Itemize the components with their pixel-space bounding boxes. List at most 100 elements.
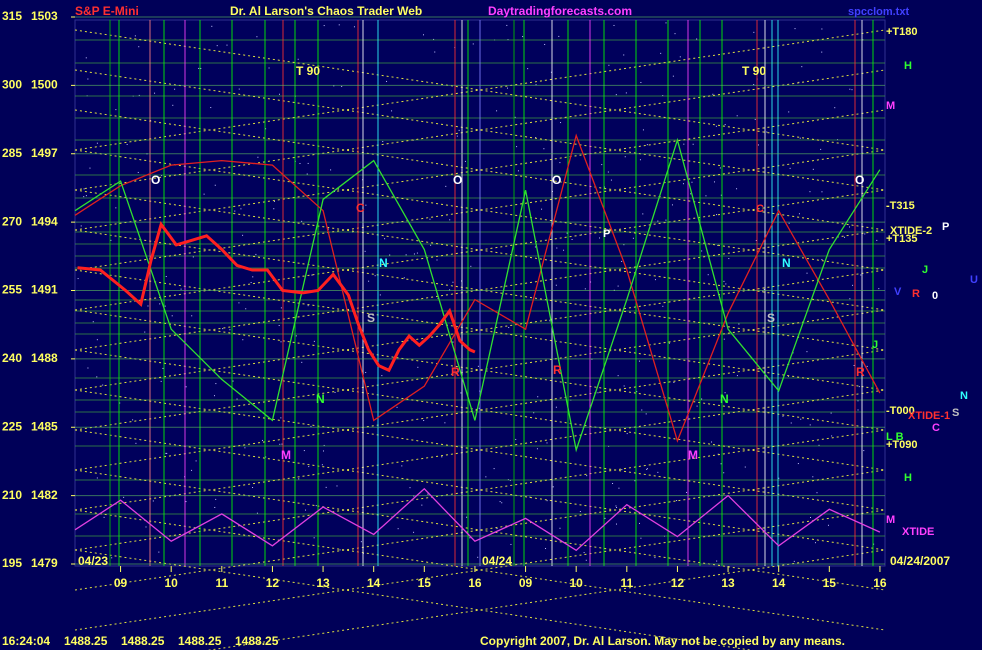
speck [821,28,823,30]
speck [673,381,675,383]
speck [368,280,370,282]
speck [546,442,548,444]
speck [579,511,581,513]
speck [334,391,336,393]
speck [560,122,562,124]
speck [506,24,508,26]
y-tick-label: 1503 [31,9,58,23]
speck [436,259,438,261]
annotation: R [553,363,562,377]
annotation: O [453,173,462,187]
speck [788,222,790,224]
annotation: +T180 [886,26,918,38]
speck [696,38,698,40]
speck [851,89,853,91]
speck [158,551,160,553]
x-tick-label: 12 [671,576,685,590]
speck [401,465,403,467]
speck [452,281,454,283]
speck [583,552,585,554]
speck [617,375,619,377]
speck [621,260,623,262]
speck [546,500,548,502]
speck [654,279,656,281]
speck [755,239,757,241]
speck [857,409,859,411]
speck [640,81,642,83]
speck [159,303,161,305]
speck [668,342,670,344]
speck [821,191,823,193]
speck [493,468,495,470]
speck [134,35,136,37]
speck [671,204,673,206]
speck [724,392,726,394]
speck [590,281,592,283]
annotation: L B [886,431,904,443]
speck [830,412,832,414]
speck [586,475,588,477]
speck [691,181,693,183]
speck [566,232,568,234]
speck [80,225,82,227]
speck [616,506,618,508]
angle-line [74,349,886,471]
speck [834,107,836,109]
x-tick-label: 15 [418,576,432,590]
speck [821,51,823,53]
speck [339,549,341,551]
speck [174,88,176,90]
annotation: -T000 [886,405,915,417]
speck [238,302,240,304]
speck [705,195,707,197]
speck [265,128,267,130]
speck [87,367,89,369]
speck [556,247,558,249]
speck [421,504,423,506]
annotation: M [886,100,895,112]
speck [762,290,764,292]
y-tick-label: 1485 [31,419,58,433]
quote: 1488.25 [64,634,108,648]
speck [215,383,217,385]
series-line [77,221,476,373]
speck [720,194,722,196]
annotation: -T315 [886,200,915,212]
speck [639,159,641,161]
speck [464,160,466,162]
annotation: +T090 [886,439,918,451]
speck [738,323,740,325]
speck [778,477,780,479]
annotation: N [960,390,968,402]
y2-tick-label: 210 [2,488,22,502]
speck [559,162,561,164]
speck [171,315,173,317]
speck [821,258,823,260]
y2-tick-label: 225 [2,419,22,433]
annotation: J [872,339,878,351]
speck [641,409,643,411]
speck [281,443,283,445]
speck [413,531,415,533]
speck [827,524,829,526]
annotation: H [904,60,912,72]
speck [527,68,529,70]
annotation: P [942,221,949,233]
speck [645,413,647,415]
y-tick-label: 1488 [31,351,58,365]
speck [514,116,516,118]
speck [83,188,85,190]
speck [386,80,388,82]
speck [625,92,627,94]
speck [782,415,784,417]
speck [809,424,811,426]
x-tick-label: 10 [165,576,179,590]
speck [416,252,418,254]
speck [409,487,411,489]
speck [535,84,537,86]
quote: 1488.25 [178,634,222,648]
speck [441,456,443,458]
speck [716,214,718,216]
speck [110,239,112,241]
angle-line [74,29,886,151]
